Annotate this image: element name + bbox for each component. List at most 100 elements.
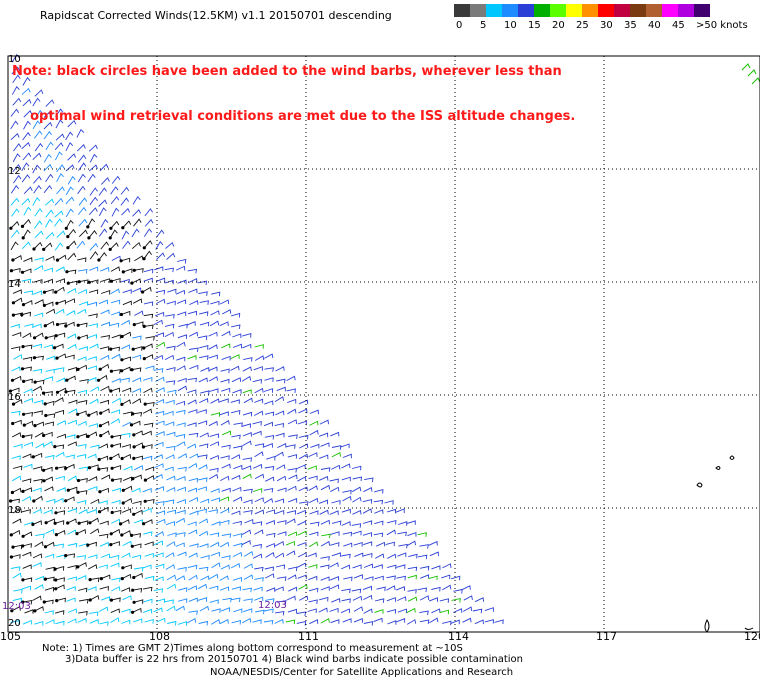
wind-barb: [54, 409, 65, 415]
wind-barb: [211, 562, 221, 569]
wind-barb: [111, 378, 121, 383]
wind-barb: [155, 510, 166, 515]
wind-barb: [442, 563, 452, 569]
wind-barb: [351, 523, 362, 528]
wind-barb: [43, 121, 53, 130]
wind-barb: [45, 413, 56, 418]
wind-barb: [22, 98, 32, 107]
wind-barb: [133, 346, 143, 351]
quality-flag-dot: [87, 236, 91, 240]
wind-barb: [285, 540, 296, 546]
wind-barb: [143, 387, 153, 393]
wind-barb: [67, 343, 77, 350]
wind-barb: [56, 186, 65, 195]
wind-barb: [197, 409, 207, 414]
wind-barb: [110, 299, 121, 305]
wind-barb: [68, 399, 78, 405]
quality-flag-dot: [88, 521, 92, 525]
wind-barb: [65, 553, 76, 558]
wind-barb: [221, 444, 231, 450]
wind-barb: [198, 566, 209, 572]
quality-flag-dot: [20, 367, 25, 371]
wind-barb: [484, 619, 494, 624]
wind-barb: [12, 518, 22, 524]
wind-barb: [43, 509, 53, 515]
colorbar-label: 40: [648, 20, 661, 31]
wind-barb: [308, 485, 318, 491]
wind-barb: [67, 618, 77, 624]
quality-flag-dot: [20, 270, 25, 274]
wind-barb: [472, 608, 483, 614]
wind-barb: [110, 196, 120, 205]
wind-barb: [252, 379, 263, 384]
wind-barb: [187, 521, 197, 526]
wind-barb: [133, 572, 143, 578]
wind-barb: [166, 367, 176, 372]
wind-barb: [276, 378, 286, 384]
wind-barb: [189, 510, 199, 516]
wind-barb: [88, 144, 98, 152]
wind-barb: [197, 335, 208, 340]
wind-barb: [428, 597, 439, 602]
wind-barb: [56, 597, 66, 603]
wind-barb: [155, 298, 166, 304]
wind-barb: [331, 464, 341, 470]
wind-barb: [341, 564, 351, 570]
wind-barb: [11, 86, 20, 95]
wind-barb: [374, 553, 385, 559]
wind-barb: [209, 532, 220, 537]
wind-barb: [121, 207, 131, 216]
wind-barb: [254, 473, 265, 479]
wind-barb: [297, 420, 307, 426]
wind-barb: [98, 500, 108, 505]
wind-barb: [165, 241, 175, 249]
quality-flag-dot: [76, 367, 80, 371]
wind-barb: [78, 334, 88, 340]
wind-barb: [188, 432, 199, 438]
wind-barb: [67, 333, 77, 339]
wind-barb: [219, 398, 229, 403]
wind-barb: [78, 466, 89, 472]
wind-barb: [131, 367, 142, 372]
wind-barb: [177, 453, 188, 459]
lat-label-18: 18: [8, 505, 21, 516]
wind-barb: [142, 507, 152, 513]
wind-barb: [132, 500, 142, 506]
wind-barb: [77, 389, 88, 395]
wind-barb: [199, 321, 210, 327]
warning-note-line-2: optimal wind retrieval conditions are me…: [12, 109, 576, 124]
colorbar-swatch: [582, 4, 598, 17]
wind-barb: [22, 356, 33, 362]
wind-barb: [254, 577, 264, 582]
wind-barb: [154, 441, 164, 447]
wind-barb: [320, 556, 330, 561]
wind-barb: [298, 595, 309, 601]
wind-barb: [243, 499, 253, 504]
wind-barb: [285, 619, 296, 625]
wind-barb: [376, 586, 386, 592]
wind-barb: [288, 566, 298, 572]
wind-barb: [11, 475, 22, 482]
wind-barb: [187, 377, 198, 383]
wind-barb: [45, 99, 55, 107]
wind-barb: [165, 521, 176, 526]
wind-barb: [77, 575, 87, 580]
wind-barb: [143, 228, 153, 237]
quality-flag-dot: [87, 413, 91, 417]
wind-barb: [287, 398, 297, 404]
wind-barb: [123, 476, 133, 482]
wind-barb: [133, 218, 142, 227]
quality-flag-dot: [54, 533, 59, 537]
wind-barb: [395, 586, 406, 591]
wind-barb: [298, 408, 308, 414]
wind-barb: [54, 210, 64, 218]
wind-barb: [122, 573, 132, 580]
wind-barb: [122, 595, 132, 601]
wind-barb: [144, 354, 154, 360]
wind-barb: [407, 589, 417, 594]
wind-barb: [88, 410, 98, 416]
quality-flag-dot: [121, 488, 125, 492]
wind-barb: [54, 444, 65, 449]
wind-barb: [54, 397, 64, 403]
wind-barb: [121, 432, 131, 438]
